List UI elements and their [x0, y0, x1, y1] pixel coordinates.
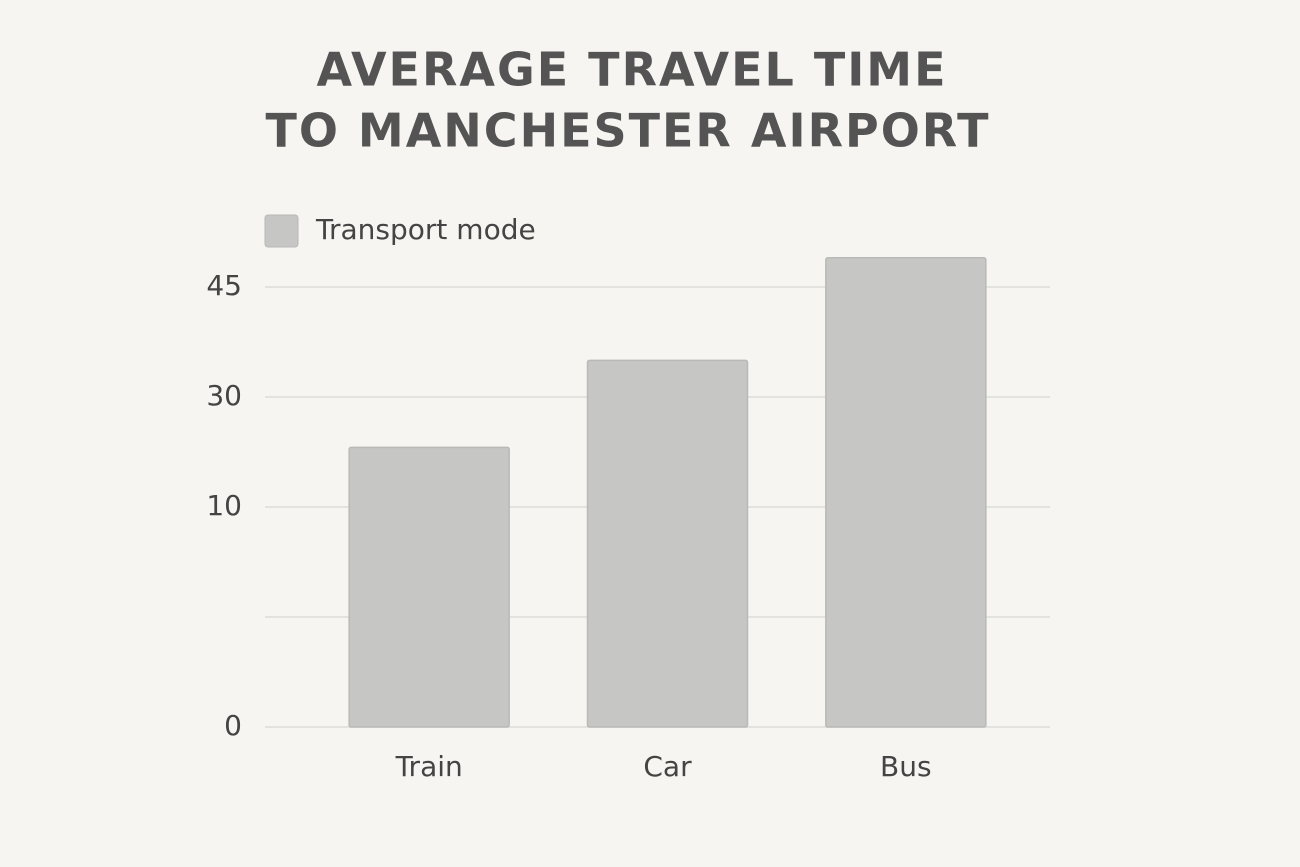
- chart-title: TO MANCHESTER AIRPORT: [265, 104, 990, 158]
- bar: [825, 256, 987, 728]
- x-tick-label: Train: [395, 750, 463, 783]
- legend-label: Transport mode: [315, 213, 536, 246]
- bar: [348, 446, 510, 728]
- y-tick-label: 10: [206, 489, 242, 522]
- legend-swatch: [264, 214, 299, 248]
- y-tick-label: 0: [224, 709, 242, 742]
- x-tick-label: Car: [643, 750, 692, 783]
- bar: [586, 359, 749, 728]
- chart-title: AVERAGE TRAVEL TIME: [316, 43, 947, 97]
- y-tick-label: 45: [206, 269, 242, 302]
- y-tick-label: 30: [206, 379, 242, 412]
- x-tick-label: Bus: [880, 750, 932, 783]
